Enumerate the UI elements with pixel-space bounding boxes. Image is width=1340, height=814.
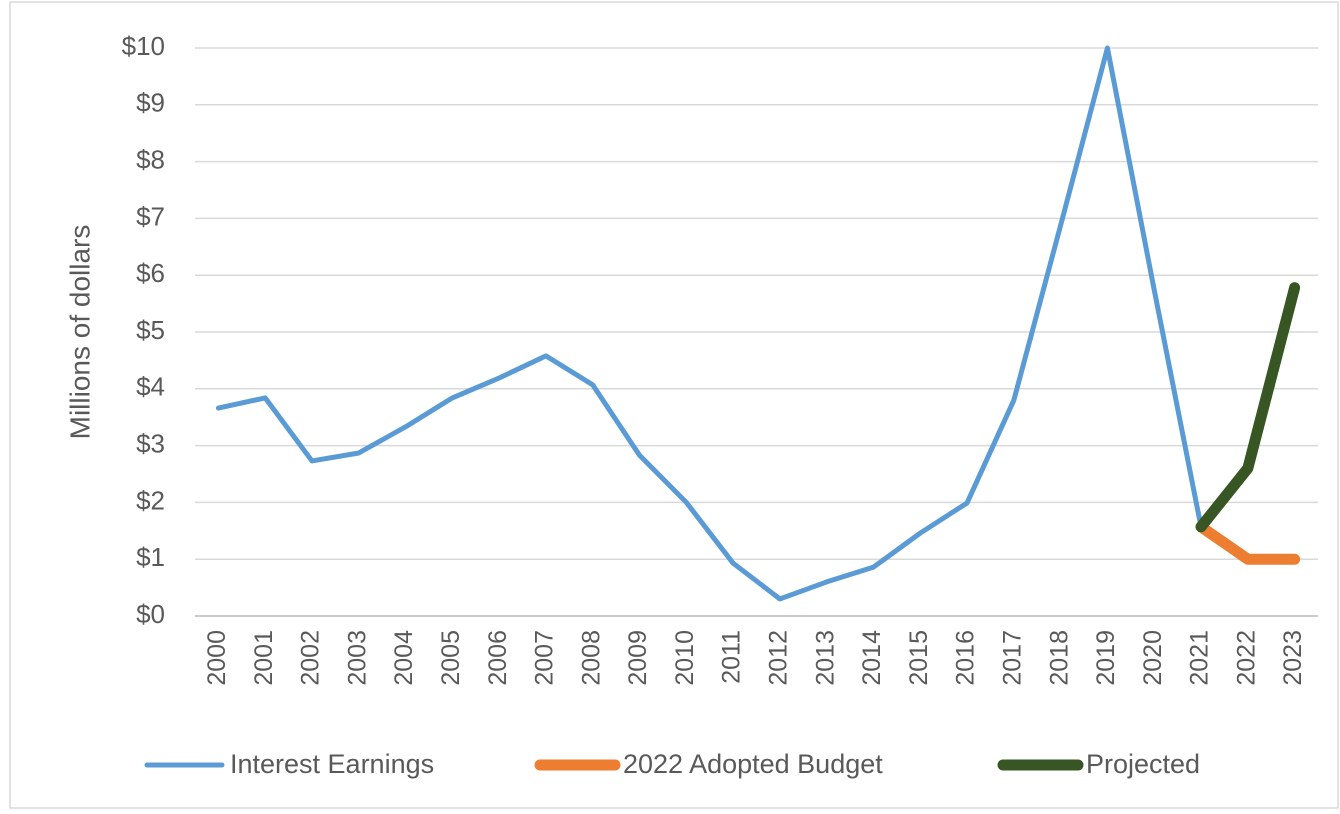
x-tick-label: 2023 (1279, 630, 1307, 686)
x-tick-label: 2019 (1092, 630, 1120, 686)
x-tick-label: 2015 (905, 630, 933, 686)
chart-border (9, 1, 1339, 809)
y-tick-label: $10 (122, 31, 165, 61)
x-tick-label: 2021 (1186, 630, 1214, 686)
data-line (1195, 521, 1301, 565)
x-tick-label: 2020 (1139, 630, 1167, 686)
x-tick-label: 2018 (1045, 630, 1073, 686)
y-tick-label: $6 (136, 258, 165, 288)
x-tick-label: 2008 (577, 630, 605, 686)
x-tick-label: 2004 (390, 630, 418, 686)
x-tick-label: 2017 (998, 630, 1026, 686)
y-tick-label: $2 (136, 485, 165, 515)
legend-label: 2022 Adopted Budget (623, 749, 883, 779)
y-tick-label: $8 (136, 144, 165, 174)
x-tick-label: 2014 (858, 630, 886, 686)
data-line (1195, 282, 1301, 533)
data-line (215, 45, 1204, 602)
y-tick-label: $5 (136, 315, 165, 345)
y-tick-label: $0 (136, 599, 165, 629)
y-tick-label: $4 (136, 372, 165, 402)
x-tick-label: 2009 (624, 630, 652, 686)
y-tick-label: $1 (136, 542, 165, 572)
x-tick-label: 2000 (203, 630, 231, 686)
legend-label: Projected (1086, 749, 1200, 779)
x-tick-label: 2010 (671, 630, 699, 686)
x-tick-label: 2022 (1232, 630, 1260, 686)
x-tick-label: 2001 (250, 630, 278, 686)
x-tick-label: 2012 (765, 630, 793, 686)
y-tick-label: $7 (136, 201, 165, 231)
x-tick-label: 2011 (718, 630, 746, 684)
x-tick-label: 2003 (343, 630, 371, 686)
x-tick-label: 2006 (484, 630, 512, 686)
y-tick-label: $3 (136, 428, 165, 458)
y-axis-label: Millions of dollars (64, 225, 95, 440)
legend-label: Interest Earnings (230, 749, 434, 779)
x-tick-label: 2007 (531, 630, 559, 686)
x-tick-label: 2002 (297, 630, 325, 686)
x-tick-label: 2005 (437, 630, 465, 686)
x-tick-label: 2013 (811, 630, 839, 686)
x-tick-label: 2016 (952, 630, 980, 686)
y-tick-label: $9 (136, 88, 165, 118)
